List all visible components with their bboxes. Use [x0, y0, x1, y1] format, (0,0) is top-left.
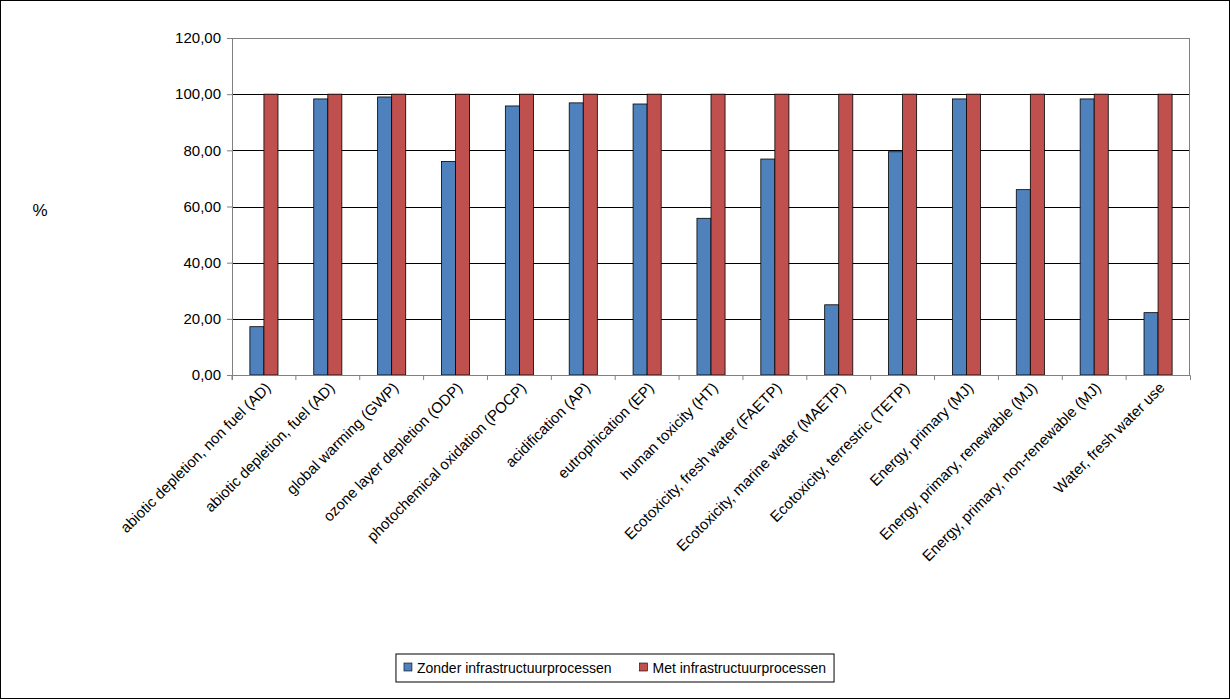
x-tick-mark — [998, 375, 999, 380]
y-axis-line — [227, 39, 233, 376]
y-tick-mark — [227, 263, 232, 264]
x-tick-label: Energy, primary (MJ) — [866, 379, 976, 489]
legend-swatch — [640, 663, 648, 671]
x-tick-mark — [1126, 375, 1127, 380]
x-tick-mark — [295, 375, 296, 380]
bar — [697, 218, 711, 375]
bar — [392, 94, 406, 375]
x-tick-label: Water, fresh water use — [1050, 379, 1168, 497]
x-tick-mark — [742, 375, 743, 380]
y-tick-label: 40,00 — [183, 254, 221, 271]
y-tick-mark — [227, 207, 232, 208]
x-tick-mark — [487, 375, 488, 380]
y-tick-mark — [227, 38, 232, 39]
bar — [569, 103, 583, 375]
plot-area — [232, 38, 1190, 375]
y-tick: 0,00 — [192, 366, 232, 383]
y-tick: 80,00 — [183, 142, 232, 159]
x-tick-label: abiotic depletion, fuel (AD) — [201, 379, 337, 515]
y-tick-mark — [227, 375, 232, 376]
y-tick-mark — [227, 150, 232, 151]
bar — [314, 99, 328, 375]
y-tick: 120,00 — [175, 29, 232, 46]
y-tick-label: 0,00 — [192, 366, 221, 383]
bar — [647, 94, 661, 375]
x-tick: Ecotoxicity, terrestric (TETP) — [766, 375, 912, 525]
x-axis: abiotic depletion, non fuel (AD)abiotic … — [117, 375, 1191, 564]
chart: 0,00 20,00 40,00 60,00 80,00 100,00 120,00 abio… — [0, 0, 1230, 699]
x-tick-mark — [934, 375, 935, 380]
bar-series — [264, 94, 1172, 375]
bar — [1144, 313, 1158, 375]
bar — [328, 94, 342, 375]
legend-label: Zonder infrastructuurprocessen — [417, 660, 612, 676]
bar — [839, 94, 853, 375]
bar — [711, 94, 725, 375]
bar — [250, 327, 264, 375]
x-tick-label: global warming (GWP) — [283, 379, 402, 498]
y-tick-label: 100,00 — [175, 85, 221, 102]
x-tick: Water, fresh water use — [1050, 375, 1168, 497]
bar — [519, 94, 533, 375]
grid — [232, 39, 1190, 376]
bar — [761, 159, 775, 375]
y-tick-label: 80,00 — [183, 142, 221, 159]
bar — [1030, 94, 1044, 375]
plot-frame — [233, 39, 1190, 376]
x-tick-mark — [1062, 375, 1063, 380]
legend-item: Met infrastructuurprocessen — [640, 660, 827, 676]
y-tick-label: 20,00 — [183, 310, 221, 327]
x-tick-mark — [423, 375, 424, 380]
x-tick-mark — [806, 375, 807, 380]
chart-border — [1, 1, 1230, 699]
bar — [378, 97, 392, 375]
y-tick: 60,00 — [183, 198, 232, 215]
bars — [250, 94, 1172, 375]
legend-label: Met infrastructuurprocessen — [653, 660, 827, 676]
bar — [264, 94, 278, 375]
y-axis-title: % — [32, 201, 47, 220]
bar — [505, 106, 519, 375]
x-tick-mark — [679, 375, 680, 380]
bar — [889, 152, 903, 375]
y-axis: 0,00 20,00 40,00 60,00 80,00 100,00 120,00 — [175, 29, 232, 383]
legend-item: Zonder infrastructuurprocessen — [404, 660, 612, 676]
x-tick-mark — [359, 375, 360, 380]
x-tick-mark — [551, 375, 552, 380]
bar — [1080, 99, 1094, 375]
y-tick-label: 120,00 — [175, 29, 221, 46]
y-tick-label: 60,00 — [183, 198, 221, 215]
y-tick: 40,00 — [183, 254, 232, 271]
bar — [583, 94, 597, 375]
bar — [1094, 94, 1108, 375]
bar — [456, 94, 470, 375]
x-tick-mark — [870, 375, 871, 380]
legend: Zonder infrastructuurprocessen Met infras… — [396, 654, 834, 682]
bar-series — [250, 97, 1158, 375]
x-tick-mark — [615, 375, 616, 380]
bar — [1158, 94, 1172, 375]
bar — [441, 162, 455, 375]
bar — [1016, 190, 1030, 375]
bar — [633, 104, 647, 375]
y-tick-mark — [227, 319, 232, 320]
y-tick: 20,00 — [183, 310, 232, 327]
x-tick: abiotic depletion, fuel (AD) — [201, 375, 337, 515]
bar — [952, 99, 966, 375]
y-tick-mark — [227, 94, 232, 95]
x-axis-line — [233, 376, 1191, 381]
bar — [966, 94, 980, 375]
y-tick: 100,00 — [175, 85, 232, 102]
bar — [825, 305, 839, 375]
x-tick-mark — [231, 375, 232, 380]
bar — [775, 94, 789, 375]
x-tick: global warming (GWP) — [283, 375, 402, 498]
legend-box — [396, 654, 834, 682]
legend-swatch — [404, 663, 412, 671]
x-tick: Energy, primary (MJ) — [866, 375, 976, 489]
bar — [903, 94, 917, 375]
